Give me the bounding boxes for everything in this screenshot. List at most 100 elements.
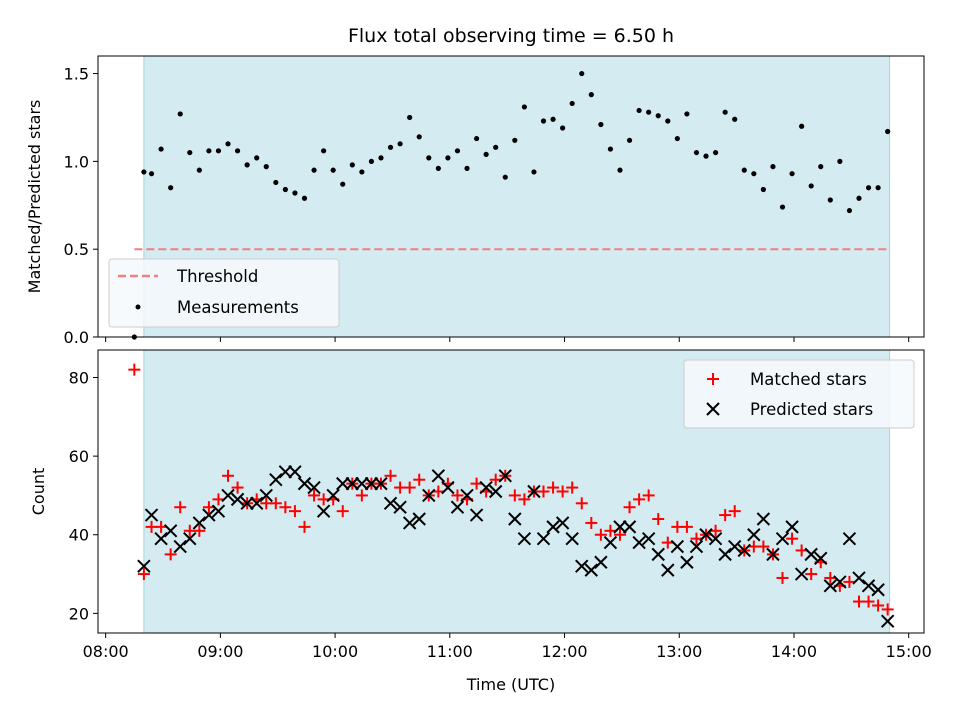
measurement-point bbox=[321, 148, 327, 154]
x-tick-label-5: 13:00 bbox=[656, 642, 702, 661]
predicted-point bbox=[393, 500, 407, 514]
matched-point bbox=[336, 505, 349, 518]
measurement-point bbox=[588, 92, 594, 98]
measurement-point bbox=[827, 197, 833, 203]
predicted-point bbox=[603, 535, 618, 550]
bottom-panel-frame bbox=[97, 349, 925, 634]
predicted-point bbox=[747, 528, 761, 542]
matched-point bbox=[728, 505, 741, 518]
matched-point bbox=[137, 568, 150, 581]
bot-y-tick-label-3: 80 bbox=[69, 369, 89, 388]
measurement-point bbox=[215, 148, 222, 154]
matched-point bbox=[757, 540, 770, 553]
matched-point bbox=[489, 473, 502, 486]
measurement-point bbox=[244, 162, 250, 168]
predicted-point bbox=[575, 559, 589, 573]
predicted-point bbox=[699, 528, 713, 542]
predicted-point bbox=[852, 571, 866, 585]
matched-point bbox=[193, 524, 206, 537]
predicted-point bbox=[402, 516, 417, 530]
matched-point bbox=[288, 505, 301, 518]
measurement-point bbox=[865, 185, 872, 191]
top-panel: 0.0 0.5 1.0 1.5 Matched/Predicted stars Thr… bbox=[25, 55, 925, 347]
predicted-point bbox=[278, 465, 293, 479]
matched-point bbox=[222, 469, 235, 482]
predicted-point bbox=[756, 512, 771, 526]
measurement-point bbox=[483, 151, 489, 157]
predicted-point bbox=[137, 559, 151, 573]
measurement-point bbox=[426, 155, 432, 161]
matched-point bbox=[518, 493, 531, 506]
predicted-point bbox=[488, 484, 503, 499]
predicted-point bbox=[498, 469, 512, 483]
matched-point bbox=[633, 493, 646, 506]
measurement-point bbox=[741, 167, 747, 173]
matched-point bbox=[690, 532, 703, 545]
measurement-point bbox=[378, 155, 384, 161]
measurement-point bbox=[502, 174, 508, 180]
matched-point bbox=[843, 575, 856, 588]
measurement-point bbox=[416, 134, 422, 140]
matched-point bbox=[413, 473, 426, 486]
matched-point bbox=[585, 516, 598, 529]
measurement-point bbox=[282, 186, 288, 193]
predicted-point bbox=[861, 579, 876, 593]
legend-measurements-swatch bbox=[135, 304, 141, 310]
predicted-point bbox=[670, 539, 685, 554]
measurement-point bbox=[301, 195, 308, 201]
legend-predicted-label: Predicted stars bbox=[750, 400, 873, 419]
predicted-point bbox=[565, 531, 579, 546]
predicted-point bbox=[527, 484, 541, 499]
legend-predicted-swatch bbox=[706, 402, 720, 416]
x-tick-label-6: 14:00 bbox=[771, 642, 817, 661]
measurement-point bbox=[579, 70, 585, 77]
predicted-point bbox=[546, 520, 560, 534]
measurement-point bbox=[712, 149, 719, 156]
predicted-point bbox=[479, 480, 493, 495]
measurement-point bbox=[196, 167, 202, 173]
predicted-point bbox=[412, 512, 426, 526]
matched-point bbox=[164, 548, 177, 561]
matched-point bbox=[709, 524, 722, 537]
measurement-point bbox=[779, 204, 786, 210]
predicted-point bbox=[422, 488, 436, 503]
measurement-point bbox=[636, 107, 642, 114]
matched-point bbox=[451, 489, 464, 502]
predicted-point bbox=[173, 539, 187, 554]
matched-point bbox=[308, 489, 321, 502]
measurement-point bbox=[206, 148, 212, 154]
predicted-point bbox=[345, 476, 360, 491]
measurement-point bbox=[445, 155, 451, 161]
measurement-point bbox=[387, 144, 394, 150]
measurement-point bbox=[531, 169, 537, 175]
predicted-point bbox=[163, 524, 178, 538]
predicted-point bbox=[326, 488, 340, 503]
measurement-point bbox=[808, 183, 814, 189]
bot-y-tick-label-1: 40 bbox=[69, 526, 89, 545]
measurement-point bbox=[177, 111, 183, 117]
predicted-point bbox=[336, 476, 350, 491]
measurement-point bbox=[598, 121, 604, 128]
bot-y-tick-label-2: 60 bbox=[69, 447, 89, 466]
measurement-point bbox=[473, 135, 480, 142]
predicted-point bbox=[708, 531, 723, 546]
measurement-point bbox=[703, 153, 709, 159]
measurement-point bbox=[684, 111, 690, 117]
legend-threshold-label: Threshold bbox=[176, 267, 258, 286]
measurement-point bbox=[626, 137, 633, 143]
predicted-point bbox=[814, 551, 828, 566]
measurement-point bbox=[693, 149, 700, 156]
predicted-point bbox=[469, 508, 484, 522]
measurement-point bbox=[187, 149, 193, 156]
matched-point bbox=[652, 513, 665, 526]
x-tick-label-3: 11:00 bbox=[427, 642, 473, 661]
matched-point bbox=[642, 489, 655, 502]
predicted-point bbox=[804, 547, 818, 562]
predicted-point bbox=[460, 488, 474, 503]
matched-point bbox=[881, 603, 894, 616]
matched-point bbox=[575, 497, 588, 510]
matched-point bbox=[805, 568, 818, 581]
bottom-ylabel: Count bbox=[29, 468, 48, 516]
measurement-point bbox=[464, 165, 470, 171]
measurement-point bbox=[454, 148, 461, 154]
